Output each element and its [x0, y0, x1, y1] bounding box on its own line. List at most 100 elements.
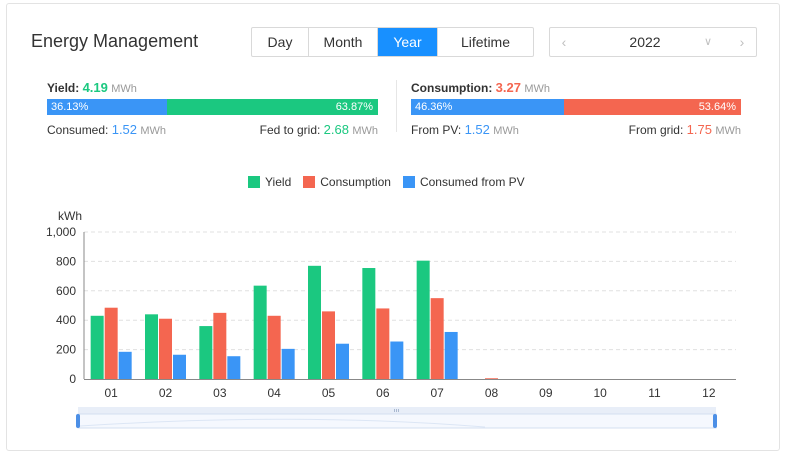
fed-unit: MWh [352, 125, 378, 137]
yield-fed-segment: 63.87% [166, 99, 378, 115]
bar-consumption[interactable] [322, 311, 335, 379]
legend-item-consumed-pv[interactable]: Consumed from PV [402, 175, 525, 189]
bar-yield[interactable] [362, 268, 376, 379]
year-picker[interactable]: ‹ 2022 ∨ › [549, 27, 757, 57]
x-tick-label: 04 [267, 386, 281, 400]
chevron-left-icon[interactable]: ‹ [561, 34, 567, 50]
x-tick-label: 10 [593, 386, 607, 400]
yield-split-bar: 36.13% 63.87% [47, 99, 378, 115]
tab-year[interactable]: Year [378, 28, 438, 56]
tab-month[interactable]: Month [309, 28, 378, 56]
zoom-slider-preview-line [79, 418, 486, 428]
yield-unit: MWh [111, 83, 137, 95]
page-title: Energy Management [31, 31, 199, 51]
y-tick-label: 200 [56, 343, 76, 357]
bar-consumption[interactable] [430, 298, 444, 379]
bar-consumption[interactable] [104, 307, 118, 379]
zoom-handle-right[interactable] [713, 414, 717, 428]
x-tick-label: 05 [322, 386, 336, 400]
x-tick-label: 08 [485, 386, 499, 400]
bar-yield[interactable] [253, 285, 267, 379]
yield-fed-row: Fed to grid: 2.68 MWh [260, 122, 378, 137]
consumption-grid-segment: 53.64% [563, 99, 741, 115]
consumption-unit: MWh [524, 83, 550, 95]
bar-consumed-pv[interactable] [390, 341, 404, 379]
bar-consumed-pv[interactable] [173, 354, 186, 379]
period-tabs: Day Month Year Lifetime [251, 27, 534, 57]
chevron-down-icon[interactable]: ∨ [703, 36, 713, 48]
x-tick-label: 12 [702, 386, 716, 400]
bar-consumed-pv[interactable] [118, 351, 132, 379]
bar-yield[interactable] [199, 326, 213, 379]
x-tick-label: 03 [213, 386, 227, 400]
legend-label-consumed-pv: Consumed from PV [419, 175, 525, 189]
chevron-right-icon[interactable]: › [739, 34, 745, 50]
yield-label: Yield: [47, 81, 80, 95]
y-tick-label: 1,000 [46, 225, 76, 239]
legend-label-yield: Yield [265, 175, 292, 189]
summary-divider [396, 80, 397, 132]
tab-day[interactable]: Day [252, 28, 309, 56]
bar-consumption[interactable] [267, 315, 281, 379]
x-tick-label: 06 [376, 386, 390, 400]
fed-label: Fed to grid: [259, 123, 321, 137]
consumption-value: 3.27 [495, 80, 521, 95]
x-tick-label: 01 [104, 386, 118, 400]
consumption-label: Consumption: [411, 81, 493, 95]
zoom-slider[interactable] [76, 407, 717, 429]
bar-consumption[interactable] [376, 308, 390, 379]
from-grid-value: 1.75 [686, 122, 712, 137]
fed-value: 2.68 [323, 122, 349, 137]
y-tick-label: 400 [56, 313, 76, 327]
from-grid-label: From grid: [628, 123, 684, 137]
bar-yield[interactable] [145, 314, 158, 379]
bar-consumed-pv[interactable] [281, 348, 295, 379]
y-tick-label: 800 [56, 254, 76, 268]
consumption-grid-row: From grid: 1.75 MWh [629, 122, 741, 137]
legend-item-yield[interactable]: Yield [248, 175, 291, 189]
consumption-split-bar: 46.36% 53.64% [411, 99, 741, 115]
legend-item-consumption[interactable]: Consumption [303, 175, 391, 189]
yield-consumed-segment: 36.13% [47, 99, 167, 115]
chart-axes: 0 200 400 600 800 1,000 01 02 03 04 05 06 07 08 09 10 11… [46, 225, 736, 400]
yield-consumed-row: Consumed: 1.52 MWh [47, 122, 166, 137]
chart-bars [90, 260, 498, 379]
bar-consumption[interactable] [485, 378, 498, 379]
bar-yield[interactable] [90, 315, 104, 379]
consumed-unit: MWh [140, 125, 167, 137]
zoom-handle-left[interactable] [76, 414, 80, 428]
legend-swatch-consumed-pv [402, 176, 415, 188]
consumption-pv-row: From PV: 1.52 MWh [411, 122, 519, 137]
year-value: 2022 [629, 34, 661, 50]
y-tick-label: 600 [56, 284, 76, 298]
bar-consumption[interactable] [159, 318, 172, 379]
consumption-pv-segment: 46.36% [411, 99, 564, 115]
tab-lifetime[interactable]: Lifetime [460, 34, 511, 50]
legend-swatch-yield [248, 176, 260, 188]
consumed-value: 1.52 [111, 122, 138, 137]
zoom-grip-icon[interactable] [394, 409, 399, 412]
chart-gridlines [84, 231, 736, 351]
legend-swatch-consumption [303, 176, 316, 188]
bar-yield[interactable] [308, 265, 321, 379]
y-tick-label: 0 [69, 372, 76, 386]
chart-legend: Yield Consumption Consumed from PV [248, 175, 537, 189]
bar-yield[interactable] [416, 260, 430, 379]
y-axis-unit: kWh [58, 209, 82, 223]
consumption-heading: Consumption: 3.27 MWh [411, 80, 550, 95]
x-tick-label: 02 [159, 386, 173, 400]
x-tick-label: 07 [430, 386, 444, 400]
yield-value: 4.19 [82, 80, 108, 95]
consumed-label: Consumed: [47, 123, 109, 137]
bar-consumed-pv[interactable] [227, 356, 241, 379]
from-pv-unit: MWh [493, 125, 519, 137]
bar-consumption[interactable] [213, 312, 227, 379]
x-tick-label: 09 [539, 386, 553, 400]
from-pv-value: 1.52 [464, 122, 490, 137]
bar-consumed-pv[interactable] [444, 331, 458, 379]
from-pv-label: From PV: [411, 123, 462, 137]
x-tick-label: 11 [648, 386, 661, 400]
bar-consumed-pv[interactable] [336, 343, 349, 379]
yield-heading: Yield: 4.19 MWh [47, 80, 137, 95]
